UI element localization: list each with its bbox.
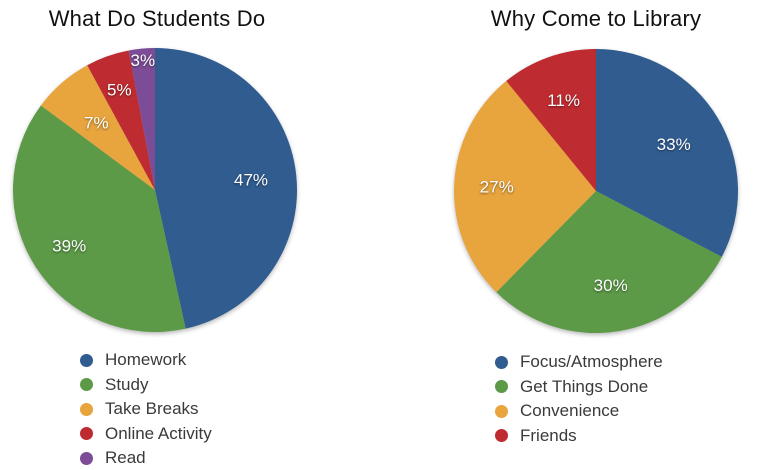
pie-slice-online-activity — [87, 50, 155, 190]
chart-title: What Do Students Do — [48, 6, 266, 31]
slice-value-label-take-breaks: 7% — [84, 114, 109, 133]
chart-what-do-students-do: What Do Students Do 47% 39% 7% 5% 3% Homewor… — [0, 0, 390, 470]
legend-item-label: Convenience — [520, 401, 620, 421]
slice-value-label-homework: 47% — [234, 171, 268, 190]
slice-value-label-get-things-done: 30% — [594, 276, 628, 295]
legend-item-read: Read — [80, 446, 212, 470]
legend-item-label: Study — [105, 374, 149, 394]
legend-color-dot — [80, 402, 93, 416]
legend-item-online-activity: Online Activity — [80, 422, 212, 447]
legend-item-get-things-done: Get Things Done — [495, 375, 663, 400]
legend-item-label: Take Breaks — [105, 399, 199, 419]
pie-value-labels: 33% 30% 27% 11% — [480, 91, 691, 295]
legend-color-dot — [80, 451, 93, 465]
slice-value-label-convenience: 27% — [480, 177, 514, 196]
pie-slice-focus-atmosphere — [596, 49, 738, 257]
slice-value-label-study: 39% — [52, 237, 86, 256]
chart-title: Why Come to Library — [490, 6, 702, 31]
pie-chart-why-library: 33% 30% 27% 11% — [453, 49, 738, 334]
legend-item-study: Study — [80, 373, 212, 398]
legend-color-dot — [495, 429, 508, 443]
legend-color-dot — [80, 378, 93, 392]
pie-slice-get-things-done — [496, 191, 722, 334]
legend-color-dot — [80, 353, 93, 367]
legend-item-label: Online Activity — [105, 423, 212, 443]
slice-value-label-friends: 11% — [547, 91, 580, 110]
chart-why-come-to-library: Why Come to Library 33% 30% 27% 11% Focus/A… — [390, 0, 781, 470]
pie-slices — [453, 49, 738, 334]
slice-value-label-online-activity: 5% — [107, 81, 132, 100]
slice-value-label-focus-atmosphere: 33% — [657, 135, 691, 154]
legend-color-dot — [495, 404, 508, 418]
legend-item-label: Focus/Atmosphere — [520, 352, 663, 372]
legend-item-homework: Homework — [80, 348, 212, 373]
legend-item-label: Homework — [105, 350, 187, 370]
pie-slice-convenience — [453, 80, 596, 293]
pie-slice-study — [12, 105, 186, 333]
legend-item-convenience: Convenience — [495, 399, 663, 424]
pie-slice-take-breaks — [40, 65, 155, 190]
pie-slice-homework — [155, 48, 298, 329]
legend-item-label: Read — [105, 448, 146, 468]
legend: Focus/Atmosphere Get Things Done Convenien… — [495, 350, 663, 448]
legend-item-take-breaks: Take Breaks — [80, 397, 212, 422]
legend: Homework Study Take Breaks Online Activity R… — [80, 348, 212, 470]
legend-item-label: Friends — [520, 425, 577, 445]
pie-slice-read — [128, 48, 155, 190]
legend-color-dot — [495, 380, 508, 394]
legend-color-dot — [80, 427, 93, 441]
legend-item-label: Get Things Done — [520, 376, 649, 396]
pie-chart-students-do: 47% 39% 7% 5% 3% — [12, 48, 298, 333]
legend-item-focus-atmosphere: Focus/Atmosphere — [495, 350, 663, 375]
legend-item-friends: Friends — [495, 424, 663, 449]
pie-slices — [12, 48, 298, 333]
slice-value-label-read: 3% — [131, 51, 156, 70]
pie-slice-friends — [506, 49, 596, 191]
legend-color-dot — [495, 355, 508, 369]
pie-value-labels: 47% 39% 7% 5% 3% — [52, 51, 268, 256]
